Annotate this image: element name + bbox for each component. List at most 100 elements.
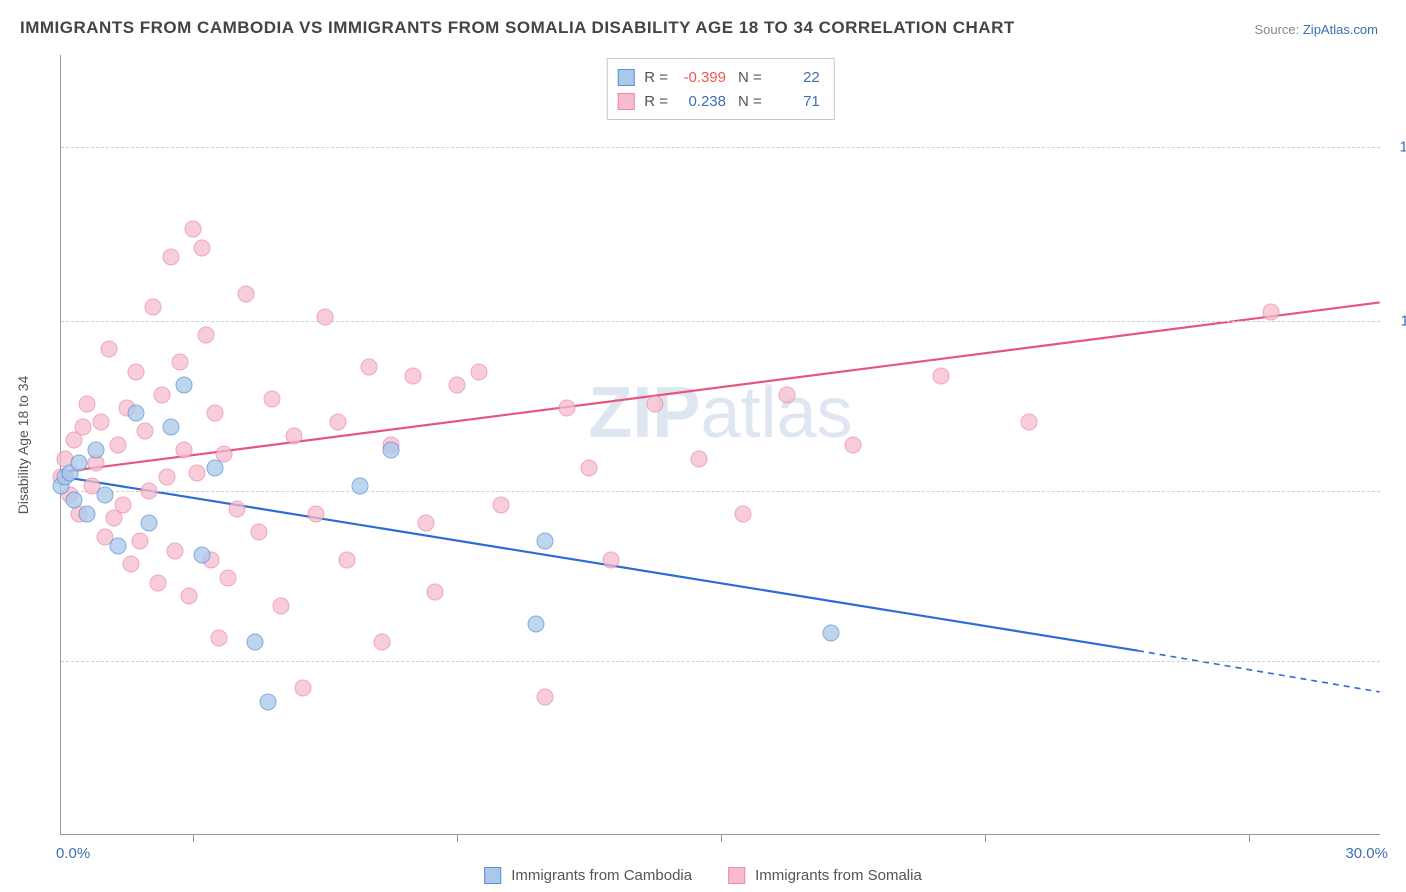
- data-point: [259, 693, 276, 710]
- data-point: [581, 459, 598, 476]
- data-point: [66, 492, 83, 509]
- data-point: [471, 363, 488, 380]
- data-point: [308, 505, 325, 522]
- data-point: [405, 368, 422, 385]
- gridline-h: [61, 491, 1380, 492]
- gridline-h: [61, 321, 1380, 322]
- data-point: [79, 505, 96, 522]
- data-point: [735, 505, 752, 522]
- data-point: [145, 299, 162, 316]
- data-point: [176, 377, 193, 394]
- data-point: [493, 496, 510, 513]
- data-point: [127, 363, 144, 380]
- chart-container: IMMIGRANTS FROM CAMBODIA VS IMMIGRANTS F…: [0, 0, 1406, 892]
- data-point: [149, 574, 166, 591]
- bottom-legend: Immigrants from Cambodia Immigrants from…: [484, 867, 922, 884]
- data-point: [691, 450, 708, 467]
- n-value-somalia: 71: [766, 93, 820, 110]
- data-point: [374, 634, 391, 651]
- data-point: [264, 391, 281, 408]
- data-point: [537, 533, 554, 550]
- data-point: [207, 459, 224, 476]
- data-point: [427, 583, 444, 600]
- data-point: [189, 464, 206, 481]
- data-point: [246, 634, 263, 651]
- gridline-h: [61, 147, 1380, 148]
- data-point: [229, 501, 246, 518]
- source-link[interactable]: ZipAtlas.com: [1303, 22, 1378, 37]
- data-point: [127, 404, 144, 421]
- data-point: [185, 221, 202, 238]
- data-point: [88, 441, 105, 458]
- data-point: [1263, 303, 1280, 320]
- r-label: R =: [644, 93, 668, 110]
- data-point: [330, 414, 347, 431]
- regression-line: [61, 477, 1138, 651]
- data-point: [163, 418, 180, 435]
- data-point: [92, 414, 109, 431]
- data-point: [198, 326, 215, 343]
- data-point: [154, 386, 171, 403]
- regression-lines-svg: [61, 55, 1380, 834]
- data-point: [559, 400, 576, 417]
- data-point: [70, 455, 87, 472]
- x-tick: [721, 834, 722, 842]
- data-point: [141, 515, 158, 532]
- data-point: [110, 537, 127, 554]
- y-axis-label: Disability Age 18 to 34: [15, 375, 31, 514]
- data-point: [141, 482, 158, 499]
- data-point: [193, 239, 210, 256]
- legend-label-cambodia: Immigrants from Cambodia: [511, 867, 692, 884]
- r-label: R =: [644, 69, 668, 86]
- data-point: [132, 533, 149, 550]
- x-tick: [1249, 834, 1250, 842]
- data-point: [75, 418, 92, 435]
- data-point: [207, 404, 224, 421]
- stats-row-cambodia: R = -0.399 N = 22: [617, 65, 820, 89]
- data-point: [418, 515, 435, 532]
- watermark-rest: atlas: [700, 373, 852, 453]
- data-point: [295, 680, 312, 697]
- watermark-bold: ZIP: [588, 373, 700, 453]
- x-tick: [457, 834, 458, 842]
- swatch-cambodia: [484, 867, 501, 884]
- swatch-cambodia: [617, 69, 634, 86]
- data-point: [603, 551, 620, 568]
- data-point: [845, 437, 862, 454]
- stats-legend: R = -0.399 N = 22 R = 0.238 N = 71: [606, 58, 835, 120]
- data-point: [251, 524, 268, 541]
- data-point: [361, 359, 378, 376]
- data-point: [647, 395, 664, 412]
- data-point: [237, 285, 254, 302]
- data-point: [211, 629, 228, 646]
- swatch-somalia: [728, 867, 745, 884]
- data-point: [1021, 414, 1038, 431]
- data-point: [180, 588, 197, 605]
- n-label: N =: [738, 93, 762, 110]
- gridline-h: [61, 661, 1380, 662]
- data-point: [163, 248, 180, 265]
- legend-label-somalia: Immigrants from Somalia: [755, 867, 922, 884]
- data-point: [339, 551, 356, 568]
- watermark: ZIPatlas: [588, 372, 852, 454]
- data-point: [528, 615, 545, 632]
- data-point: [176, 441, 193, 458]
- regression-line-extrapolated: [1138, 651, 1380, 692]
- n-value-cambodia: 22: [766, 69, 820, 86]
- data-point: [110, 437, 127, 454]
- data-point: [317, 308, 334, 325]
- data-point: [823, 625, 840, 642]
- y-tick-label: 11.2%: [1401, 313, 1406, 330]
- data-point: [123, 556, 140, 573]
- data-point: [220, 570, 237, 587]
- n-label: N =: [738, 69, 762, 86]
- data-point: [273, 597, 290, 614]
- data-point: [352, 478, 369, 495]
- data-point: [97, 487, 114, 504]
- source-attribution: Source: ZipAtlas.com: [1254, 22, 1378, 37]
- regression-line: [61, 302, 1379, 472]
- x-tick: [193, 834, 194, 842]
- r-value-cambodia: -0.399: [672, 69, 726, 86]
- swatch-somalia: [617, 93, 634, 110]
- y-tick-label: 15.0%: [1399, 138, 1406, 155]
